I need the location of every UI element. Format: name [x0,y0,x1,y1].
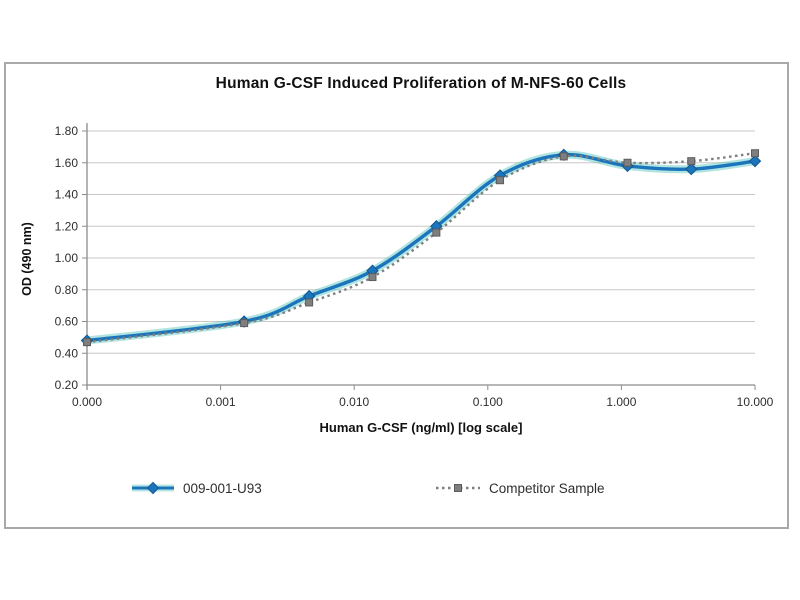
y-tick-label: 1.00 [55,251,79,265]
plot-area: 1.80 1.60 1.40 1.20 1.00 0.80 0.60 0.40 0.20 0.00… [55,123,774,409]
y-tick-label: 1.80 [55,124,79,138]
x-tick-label: 1.000 [606,395,636,409]
data-point-diamond [748,154,762,168]
chart-panel: Human G-CSF Induced Proliferation of M-N… [4,62,789,529]
legend-label-sample: 009-001-U93 [183,480,262,496]
data-point-diamond [146,481,160,495]
y-tick-label: 0.80 [55,283,79,297]
data-point-square [623,158,632,167]
chart-title: Human G-CSF Induced Proliferation of M-N… [215,75,627,92]
y-tick-label: 1.20 [55,219,79,233]
series-line-glow [83,150,759,345]
x-axis-title: Human G-CSF (ng/ml) [log scale] [319,420,523,435]
data-point-square [559,152,568,161]
y-tick-label: 1.40 [55,188,79,202]
y-tick-label: 0.20 [55,378,79,392]
data-point-square [305,298,314,307]
data-point-square [240,319,249,328]
y-tick-label: 1.60 [55,156,79,170]
legend-item-competitor: Competitor Sample [434,480,605,496]
y-tick-label: 0.60 [55,315,79,329]
sample-line-icon [132,481,174,495]
series-line [86,152,756,343]
x-tick-label: 0.001 [206,395,236,409]
data-point-square [83,338,91,347]
data-point-diamond [685,162,698,176]
y-axis-title: OD (490 nm) [20,222,34,296]
x-tick-label: 0.000 [72,395,102,409]
series-line [86,152,756,344]
data-point-square [687,157,696,166]
x-tick-label: 0.010 [339,395,369,409]
data-point-square [454,484,462,492]
legend-item-sample: 009-001-U93 [130,480,262,496]
x-tick-label: 10.000 [737,395,774,409]
legend-label-competitor: Competitor Sample [489,480,605,496]
data-point-square [432,228,441,237]
y-tick-label: 0.40 [55,346,79,360]
competitor-line-icon [436,484,480,492]
data-point-square [751,149,759,158]
data-point-square [496,176,505,185]
x-tick-label: 0.100 [473,395,503,409]
data-point-square [368,273,377,282]
